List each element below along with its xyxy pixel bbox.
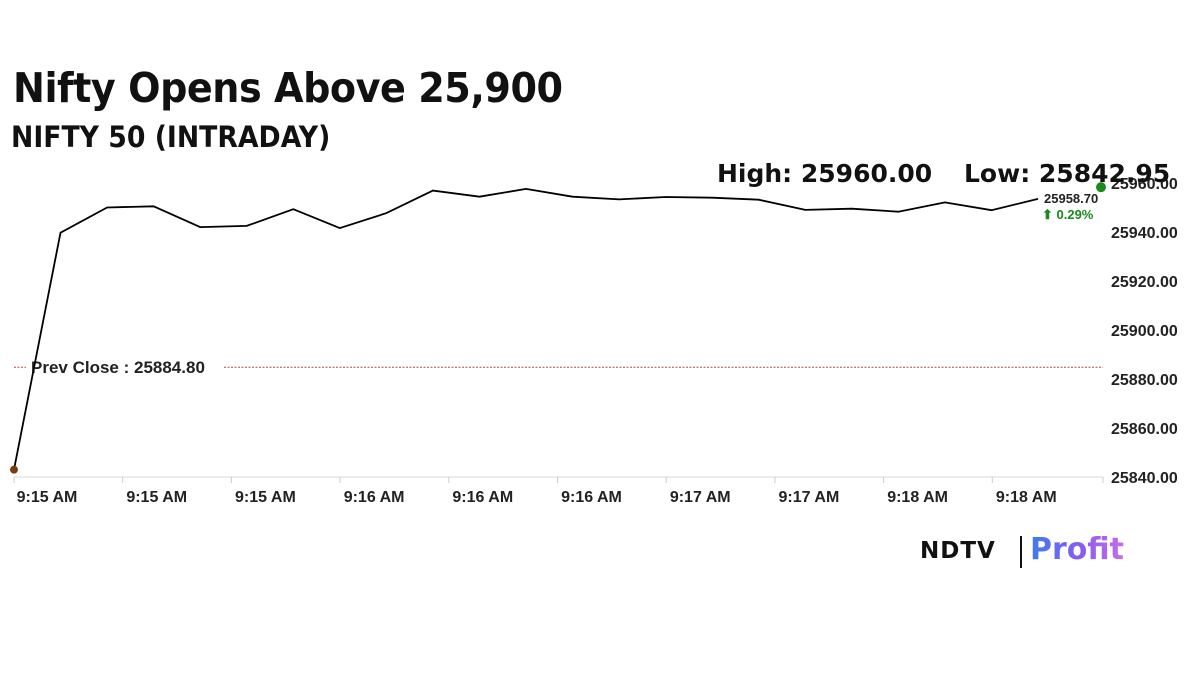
x-tick-label: 9:16 AM xyxy=(344,489,405,506)
price-point xyxy=(385,212,387,214)
price-point xyxy=(618,198,620,200)
x-tick-label: 9:15 AM xyxy=(235,489,296,506)
price-point xyxy=(851,208,853,210)
y-tick-label: 25940.00 xyxy=(1111,225,1178,242)
x-tick-label: 9:15 AM xyxy=(126,489,187,506)
x-tick-label: 9:15 AM xyxy=(17,489,78,506)
change-percent: ⬆ 0.29% xyxy=(1042,207,1094,222)
price-point xyxy=(199,226,201,228)
x-tick-label: 9:16 AM xyxy=(561,489,622,506)
price-point xyxy=(339,227,341,229)
price-point xyxy=(944,201,946,203)
price-point xyxy=(571,196,573,198)
price-point xyxy=(897,210,899,212)
logo-profit-text: Profit xyxy=(1030,532,1124,567)
price-series-line xyxy=(13,187,1039,470)
y-tick-label: 25860.00 xyxy=(1111,421,1178,438)
y-tick-label: 25880.00 xyxy=(1111,372,1178,389)
y-tick-label: 25840.00 xyxy=(1111,470,1178,487)
last-price-marker xyxy=(1096,182,1106,193)
open-marker xyxy=(10,465,18,474)
prev-close-label-group: Prev Close : 25884.80 xyxy=(26,356,224,379)
price-point xyxy=(152,205,154,207)
y-tick-label: 25900.00 xyxy=(1111,323,1178,340)
axes: 9:15 AM 9:15 AM 9:15 AM 9:16 AM 9:16 AM 9:16 … xyxy=(13,176,1178,506)
low-label: Low: 25842.95 xyxy=(964,159,1170,188)
price-point xyxy=(711,197,713,199)
price-point xyxy=(478,196,480,198)
price-point xyxy=(758,198,760,200)
prev-close-label-background xyxy=(26,356,224,379)
x-tick-label: 9:16 AM xyxy=(452,489,513,506)
high-label: High: 25960.00 xyxy=(717,159,932,188)
chart-title: Nifty Opens Above 25,900 xyxy=(13,64,563,112)
prev-close-label: Prev Close : 25884.80 xyxy=(31,358,205,377)
last-price-value: 25958.70 xyxy=(1044,191,1098,206)
x-tick-label: 9:18 AM xyxy=(887,489,948,506)
price-point xyxy=(804,209,806,211)
price-point xyxy=(292,208,294,210)
price-point xyxy=(664,196,666,198)
price-point xyxy=(1037,198,1039,200)
ndtv-profit-logo: NDTV Profit xyxy=(920,532,1150,572)
price-point xyxy=(246,225,248,227)
price-point xyxy=(525,188,527,190)
chart-subtitle: NIFTY 50 (INTRADAY) xyxy=(11,120,331,154)
x-tick-label: 9:17 AM xyxy=(779,489,840,506)
x-tick-label: 9:18 AM xyxy=(996,489,1057,506)
price-point xyxy=(106,206,108,208)
x-tick-label: 9:17 AM xyxy=(670,489,731,506)
price-point xyxy=(59,232,61,234)
price-points xyxy=(13,188,1039,471)
y-tick-label: 25960.00 xyxy=(1111,176,1178,193)
price-point xyxy=(432,189,434,191)
logo-divider xyxy=(1020,536,1022,568)
y-tick-label: 25920.00 xyxy=(1111,274,1178,291)
price-point xyxy=(990,209,992,211)
logo-ndtv-text: NDTV xyxy=(920,538,996,564)
